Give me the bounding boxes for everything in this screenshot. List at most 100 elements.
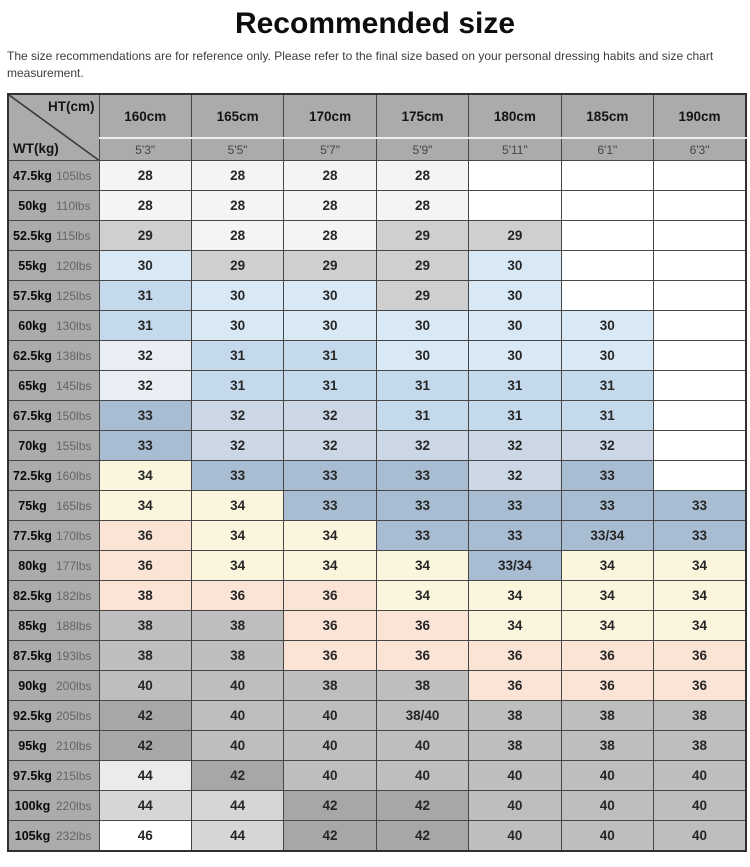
size-cell: 38	[468, 700, 562, 731]
size-cell: 46	[98, 820, 192, 852]
size-cell: 32	[375, 430, 470, 461]
size-cell: 29	[98, 220, 192, 251]
weight-row-header: 55kg 120lbs	[7, 250, 100, 281]
weight-kg-label: 57.5kg	[13, 288, 52, 303]
size-cell: 33	[375, 490, 470, 521]
weight-row-header: 105kg 232lbs	[7, 820, 100, 852]
height-col-header-165cm: 165cm	[190, 93, 285, 139]
size-cell: 34	[560, 610, 655, 641]
size-cell: 30	[98, 250, 192, 281]
size-cell: 34	[283, 550, 377, 581]
height-axis-label: HT(cm)	[48, 99, 95, 114]
size-cell: 38	[190, 610, 285, 641]
size-cell	[653, 340, 747, 371]
weight-row-header: 82.5kg 182lbs	[7, 580, 100, 611]
weight-row-header: 62.5kg 138lbs	[7, 340, 100, 371]
weight-lbs-label: 150lbs	[56, 408, 92, 423]
size-cell: 28	[283, 160, 377, 191]
size-cell: 34	[283, 520, 377, 551]
weight-kg-label: 87.5kg	[13, 648, 52, 663]
size-cell: 33	[560, 490, 655, 521]
size-cell: 32	[468, 430, 562, 461]
size-cell: 40	[98, 670, 192, 701]
size-cell: 31	[375, 400, 470, 431]
weight-row-header: 57.5kg 125lbs	[7, 280, 100, 311]
size-cell: 30	[468, 280, 562, 311]
table-row: 97.5kg 215lbs 44 42 40 40 40 40 40	[7, 760, 747, 791]
size-cell: 30	[190, 310, 285, 341]
size-cell: 40	[653, 790, 747, 821]
weight-row-header: 65kg 145lbs	[7, 370, 100, 401]
size-cell	[653, 250, 747, 281]
size-cell: 44	[98, 760, 192, 791]
height-col-subheader-feet: 5'3"	[98, 137, 192, 161]
weight-row-header: 97.5kg 215lbs	[7, 760, 100, 791]
table-row: 47.5kg 105lbs 28 28 28 28	[7, 160, 747, 191]
weight-kg-label: 105kg	[14, 828, 51, 843]
size-cell: 36	[560, 640, 655, 671]
size-cell: 34	[653, 550, 747, 581]
size-cell	[468, 190, 562, 221]
table-row: 87.5kg 193lbs 38 38 36 36 36 36 36	[7, 640, 747, 671]
size-cell: 33	[653, 490, 747, 521]
size-cell: 28	[375, 190, 470, 221]
size-cell: 29	[375, 250, 470, 281]
size-cell: 34	[190, 520, 285, 551]
size-cell: 36	[468, 670, 562, 701]
weight-lbs-label: 125lbs	[56, 288, 92, 303]
size-cell: 31	[560, 370, 655, 401]
weight-lbs-label: 182lbs	[56, 588, 92, 603]
weight-row-header: 95kg 210lbs	[7, 730, 100, 761]
weight-lbs-label: 220lbs	[56, 798, 92, 813]
size-cell: 34	[98, 460, 192, 491]
weight-row-header: 87.5kg 193lbs	[7, 640, 100, 671]
size-cell: 31	[98, 310, 192, 341]
table-row: 50kg 110lbs 28 28 28 28	[7, 190, 747, 221]
size-cell: 33	[98, 430, 192, 461]
size-cell: 40	[375, 760, 470, 791]
size-cell: 33	[560, 460, 655, 491]
size-cell: 40	[468, 820, 562, 852]
size-cell: 36	[190, 580, 285, 611]
diagonal-line	[9, 95, 99, 160]
size-cell: 34	[560, 580, 655, 611]
size-cell: 33	[98, 400, 192, 431]
size-cell: 40	[468, 790, 562, 821]
size-cell	[653, 310, 747, 341]
size-cell: 34	[375, 550, 470, 581]
size-cell: 42	[98, 730, 192, 761]
height-col-subheader-feet: 5'5"	[190, 137, 285, 161]
table-row: 77.5kg 170lbs 36 34 34 33 33 33/34 33	[7, 520, 747, 551]
weight-kg-label: 52.5kg	[13, 228, 52, 243]
size-cell: 31	[468, 400, 562, 431]
weight-kg-label: 100kg	[14, 798, 51, 813]
size-cell: 36	[375, 610, 470, 641]
weight-lbs-label: 120lbs	[56, 258, 92, 273]
weight-kg-label: 55kg	[18, 258, 47, 273]
table-row: 52.5kg 115lbs 29 28 28 29 29	[7, 220, 747, 251]
weight-kg-label: 77.5kg	[13, 528, 52, 543]
size-cell	[560, 220, 655, 251]
size-cell	[653, 400, 747, 431]
weight-lbs-label: 210lbs	[56, 738, 92, 753]
table-row: 75kg 165lbs 34 34 33 33 33 33 33	[7, 490, 747, 521]
weight-lbs-label: 145lbs	[56, 378, 92, 393]
size-cell: 42	[98, 700, 192, 731]
table-row: 80kg 177lbs 36 34 34 34 33/34 34 34	[7, 550, 747, 581]
size-cell: 36	[98, 550, 192, 581]
size-cell: 34	[190, 550, 285, 581]
size-cell: 28	[98, 160, 192, 191]
table-row: 62.5kg 138lbs 32 31 31 30 30 30	[7, 340, 747, 371]
size-cell: 31	[375, 370, 470, 401]
weight-lbs-label: 155lbs	[56, 438, 92, 453]
size-cell: 38	[190, 640, 285, 671]
size-cell: 32	[283, 400, 377, 431]
size-cell	[560, 250, 655, 281]
size-cell: 42	[375, 790, 470, 821]
height-col-subheader-feet: 5'7"	[283, 137, 377, 161]
weight-row-header: 70kg 155lbs	[7, 430, 100, 461]
size-cell: 30	[375, 340, 470, 371]
size-cell: 36	[283, 640, 377, 671]
size-cell: 28	[283, 220, 377, 251]
size-cell: 31	[560, 400, 655, 431]
